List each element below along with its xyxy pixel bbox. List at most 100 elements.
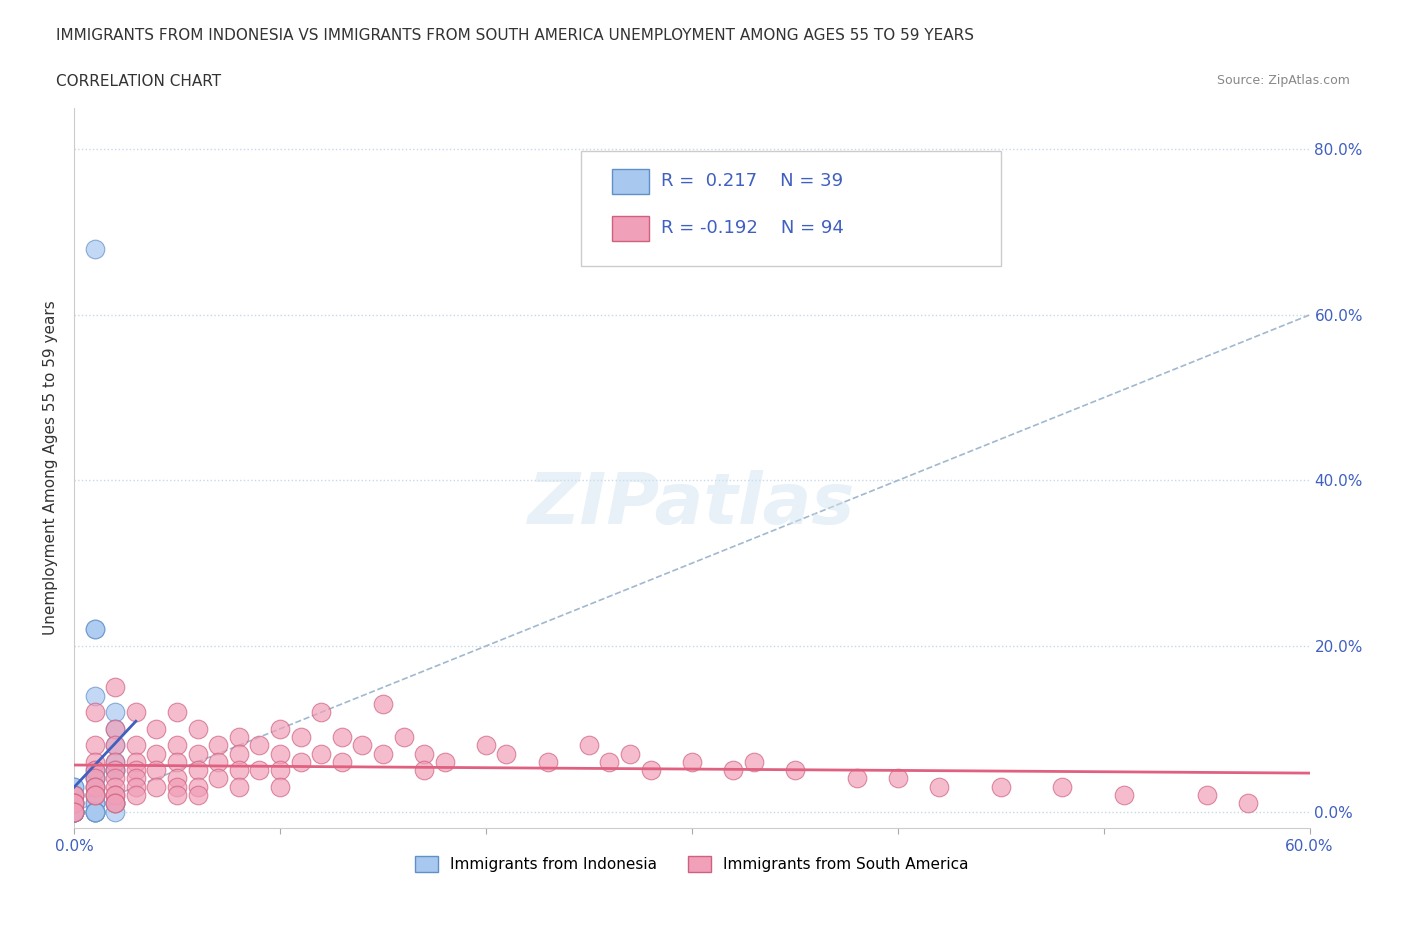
Point [207, 754, 229, 769]
Point [990, 779, 1012, 794]
Point [681, 754, 703, 769]
Point [104, 754, 127, 769]
Point [83, 737, 105, 752]
Point [269, 746, 291, 761]
Point [187, 763, 209, 777]
Point [83, 804, 105, 819]
Point [83, 788, 105, 803]
Point [83, 779, 105, 794]
Point [104, 763, 127, 777]
Point [187, 788, 209, 803]
Point [83, 705, 105, 720]
Point [166, 754, 188, 769]
Point [207, 771, 229, 786]
Point [104, 796, 127, 811]
Text: ZIPatlas: ZIPatlas [529, 470, 855, 538]
Point [63, 804, 86, 819]
Point [1052, 779, 1074, 794]
Point [330, 754, 353, 769]
Point [63, 788, 86, 803]
Point [104, 763, 127, 777]
Point [83, 771, 105, 786]
Point [63, 804, 86, 819]
Point [104, 788, 127, 803]
Point [104, 788, 127, 803]
Point [269, 722, 291, 737]
Point [166, 771, 188, 786]
Point [1195, 788, 1218, 803]
Point [83, 763, 105, 777]
Text: Source: ZipAtlas.com: Source: ZipAtlas.com [1216, 74, 1350, 87]
Point [83, 779, 105, 794]
Text: IMMIGRANTS FROM INDONESIA VS IMMIGRANTS FROM SOUTH AMERICA UNEMPLOYMENT AMONG AG: IMMIGRANTS FROM INDONESIA VS IMMIGRANTS … [56, 28, 974, 43]
Text: R =  0.217    N = 39: R = 0.217 N = 39 [661, 172, 844, 191]
FancyBboxPatch shape [612, 169, 648, 194]
Point [104, 771, 127, 786]
Point [63, 804, 86, 819]
Point [371, 697, 394, 711]
Point [228, 746, 250, 761]
Point [619, 746, 641, 761]
Point [187, 746, 209, 761]
Point [413, 746, 436, 761]
Point [63, 788, 86, 803]
Point [207, 737, 229, 752]
Point [228, 779, 250, 794]
Point [721, 763, 744, 777]
Point [187, 722, 209, 737]
Point [187, 779, 209, 794]
Point [104, 737, 127, 752]
Point [247, 763, 270, 777]
Point [104, 705, 127, 720]
Point [145, 779, 167, 794]
Point [63, 804, 86, 819]
Point [371, 746, 394, 761]
Point [1114, 788, 1136, 803]
Point [63, 796, 86, 811]
Point [63, 804, 86, 819]
Point [247, 737, 270, 752]
Point [83, 796, 105, 811]
Point [125, 705, 148, 720]
Point [290, 730, 312, 745]
Point [475, 737, 498, 752]
Text: CORRELATION CHART: CORRELATION CHART [56, 74, 221, 89]
Point [83, 622, 105, 637]
Point [104, 722, 127, 737]
Point [83, 241, 105, 256]
Point [63, 788, 86, 803]
Point [83, 796, 105, 811]
Point [63, 788, 86, 803]
Point [63, 779, 86, 794]
Point [413, 763, 436, 777]
Point [104, 804, 127, 819]
Point [83, 788, 105, 803]
Point [83, 688, 105, 703]
Point [1236, 796, 1258, 811]
Point [63, 796, 86, 811]
Point [640, 763, 662, 777]
FancyBboxPatch shape [581, 152, 1001, 266]
Point [63, 804, 86, 819]
Point [330, 730, 353, 745]
Point [495, 746, 517, 761]
Point [352, 737, 374, 752]
Point [433, 754, 456, 769]
Point [166, 705, 188, 720]
Point [845, 771, 868, 786]
Point [886, 771, 908, 786]
Point [228, 730, 250, 745]
Point [83, 763, 105, 777]
Point [104, 754, 127, 769]
Point [145, 722, 167, 737]
Point [228, 763, 250, 777]
Point [63, 804, 86, 819]
Point [104, 779, 127, 794]
Point [578, 737, 600, 752]
Legend: Immigrants from Indonesia, Immigrants from South America: Immigrants from Indonesia, Immigrants fr… [409, 850, 974, 878]
Y-axis label: Unemployment Among Ages 55 to 59 years: Unemployment Among Ages 55 to 59 years [44, 300, 58, 635]
Point [83, 754, 105, 769]
Point [83, 788, 105, 803]
Point [83, 622, 105, 637]
Point [125, 754, 148, 769]
